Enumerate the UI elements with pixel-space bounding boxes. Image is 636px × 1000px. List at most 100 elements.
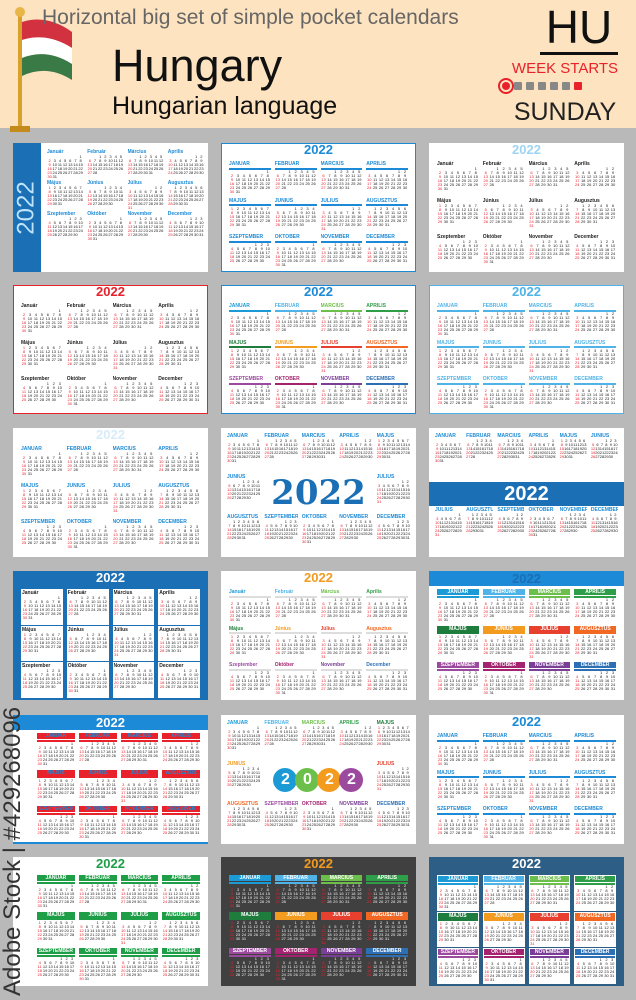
day: 14 bbox=[51, 316, 57, 321]
day: 19 bbox=[227, 490, 232, 496]
day: 4 bbox=[582, 601, 585, 606]
day: 20 bbox=[131, 499, 136, 505]
day: 8 bbox=[377, 442, 381, 447]
day: 1 bbox=[183, 524, 187, 530]
day: 20 bbox=[467, 641, 473, 647]
day: 30 bbox=[610, 182, 616, 187]
weekday-bar bbox=[320, 346, 363, 349]
day: 27 bbox=[74, 647, 79, 653]
day: 18 bbox=[311, 531, 316, 537]
day: 25 bbox=[495, 255, 500, 261]
day: 24 bbox=[528, 454, 533, 459]
day: 14 bbox=[455, 678, 461, 684]
day: 28 bbox=[176, 397, 182, 403]
day: 16 bbox=[501, 174, 506, 179]
day: 8 bbox=[605, 442, 608, 447]
day: 2 bbox=[172, 631, 175, 637]
day: 19 bbox=[501, 523, 507, 529]
day: 21 bbox=[344, 531, 349, 537]
day: 4 bbox=[352, 242, 355, 248]
day: 29 bbox=[188, 232, 194, 237]
day: 24 bbox=[345, 181, 350, 186]
day: 14 bbox=[259, 605, 265, 610]
day: 5 bbox=[150, 381, 153, 387]
day: 15 bbox=[229, 213, 235, 219]
day: 20 bbox=[91, 393, 96, 399]
day: 25 bbox=[247, 645, 253, 651]
day: 29 bbox=[598, 255, 604, 261]
day: 6 bbox=[340, 351, 343, 357]
day: 3 bbox=[242, 633, 246, 639]
day: 28 bbox=[535, 400, 540, 406]
month-12: December12345678910111213141516171819202… bbox=[574, 376, 616, 412]
day: 5 bbox=[449, 442, 452, 447]
month-7: Július1234567891011121314151617181920212… bbox=[320, 198, 363, 234]
day: 5 bbox=[538, 442, 541, 447]
day: 23 bbox=[586, 645, 592, 651]
day: 18 bbox=[581, 519, 587, 525]
day: 9 bbox=[502, 601, 505, 606]
day: 28 bbox=[247, 258, 253, 264]
day: 22 bbox=[461, 682, 467, 688]
day: 10 bbox=[148, 220, 154, 225]
month-label: Március bbox=[528, 303, 552, 309]
day: 31 bbox=[235, 617, 241, 622]
day: 20 bbox=[339, 531, 344, 537]
day: 16 bbox=[278, 446, 284, 451]
day: 1 bbox=[438, 202, 442, 208]
day: 21 bbox=[599, 450, 605, 455]
day: 3 bbox=[252, 478, 255, 484]
day: 29 bbox=[351, 221, 356, 227]
day: 22 bbox=[348, 531, 354, 537]
day: 1 bbox=[349, 519, 353, 525]
day: 9 bbox=[279, 442, 283, 447]
month-label: Február bbox=[466, 433, 491, 439]
day: 16 bbox=[604, 678, 610, 684]
day: 30 bbox=[171, 647, 176, 653]
day: 10 bbox=[299, 601, 304, 606]
day: 19 bbox=[396, 213, 402, 219]
day: 16 bbox=[158, 193, 164, 198]
month-7: Július1234567891011121314151617181920212… bbox=[435, 507, 462, 555]
day: 14 bbox=[510, 519, 516, 525]
day: 14 bbox=[73, 459, 78, 464]
day: 27 bbox=[595, 454, 600, 459]
day: 28 bbox=[495, 649, 500, 655]
day: 19 bbox=[111, 749, 117, 754]
day: 19 bbox=[149, 389, 154, 395]
day: 7 bbox=[178, 528, 181, 534]
day: 14 bbox=[305, 392, 310, 398]
day: 3 bbox=[58, 381, 61, 387]
day: 3 bbox=[184, 185, 187, 190]
day: 15 bbox=[79, 459, 84, 464]
day: 7 bbox=[80, 635, 84, 641]
day: 5 bbox=[396, 438, 400, 443]
day: 23 bbox=[604, 682, 610, 688]
week-starts-label: WEEK STARTS bbox=[511, 60, 619, 77]
day: 1 bbox=[397, 169, 401, 174]
day: 3 bbox=[29, 599, 32, 604]
day: 23 bbox=[108, 197, 113, 202]
day: 28 bbox=[119, 324, 124, 329]
day: 29 bbox=[598, 400, 604, 406]
day: 13 bbox=[402, 637, 408, 643]
day: 8 bbox=[605, 315, 609, 320]
day: 22 bbox=[604, 609, 610, 614]
day: 10 bbox=[376, 486, 382, 492]
day: 14 bbox=[39, 389, 45, 395]
day: 27 bbox=[114, 611, 119, 616]
day: 21 bbox=[513, 251, 518, 257]
day: 30 bbox=[301, 539, 307, 545]
day: 16 bbox=[51, 676, 56, 682]
day: 21 bbox=[575, 645, 580, 651]
day: 20 bbox=[143, 197, 148, 202]
day: 15 bbox=[103, 532, 108, 538]
day: 4 bbox=[80, 385, 83, 391]
day: 12 bbox=[501, 678, 506, 684]
day: 18 bbox=[590, 523, 596, 529]
